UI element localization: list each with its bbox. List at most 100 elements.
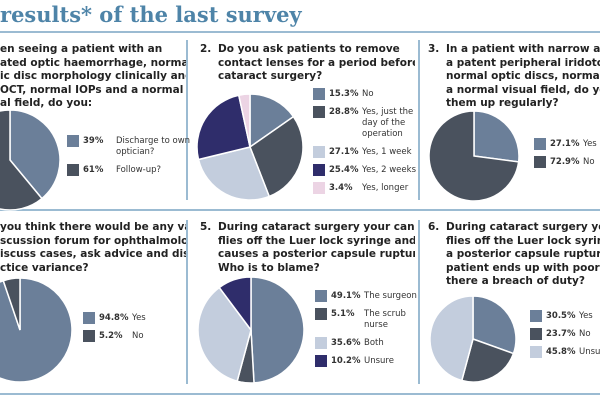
pie-slice <box>9 109 61 200</box>
question-line: patient ends up with poor vision <box>428 262 600 276</box>
question-line-text: ic disc morphology clinically and <box>0 70 186 83</box>
question-line-text: there a breach of duty? <box>446 275 585 288</box>
legend-percent: 27.1% <box>329 147 359 157</box>
legend-swatch <box>530 346 542 358</box>
legend-percent: 61% <box>83 165 104 175</box>
legend-percent: 45.8% <box>546 347 576 357</box>
divider <box>0 31 600 33</box>
legend-percent: 15.3% <box>329 89 359 99</box>
question-line: a patent peripheral iridotomy wi <box>428 57 600 71</box>
question-line: en seeing a patient with an <box>0 43 186 57</box>
legend-item: 94.8% Yes <box>83 312 146 324</box>
divider <box>418 40 420 200</box>
legend-swatch <box>67 135 79 147</box>
question-line-text: normal optic discs, normal IOPs a <box>446 70 600 83</box>
pie-slice <box>218 276 252 333</box>
legend-item: 39% Discharge to own optician? <box>67 135 196 158</box>
pie-slice <box>237 93 251 148</box>
legend-percent: 3.4% <box>329 183 353 193</box>
question-line: flies off the Luer lock syringe and <box>200 235 415 249</box>
page-title: results* of the last survey <box>0 2 302 27</box>
legend-label: Discharge to own optician? <box>116 136 191 157</box>
legend-label: The scrub nurse <box>364 309 406 330</box>
legend-item: 27.1% Yes <box>534 138 597 150</box>
legend-percent: 39% <box>83 136 104 146</box>
legend-item: 5.1% The scrub nurse <box>315 308 424 331</box>
legend-swatch <box>313 146 325 158</box>
legend-item: 45.8%Unsure <box>530 346 600 358</box>
question-line-text: cataract surgery? <box>218 70 323 83</box>
legend-swatch <box>313 88 325 100</box>
legend-swatch <box>315 290 327 302</box>
legend-swatch <box>534 156 546 168</box>
pie-slice <box>0 277 73 383</box>
divider <box>0 393 600 395</box>
pie-slice <box>249 93 295 149</box>
legend-swatch <box>313 164 325 176</box>
question-line-text: Do you ask patients to remove <box>218 43 400 55</box>
question-line: you think there would be any value in <box>0 221 186 235</box>
legend: 39% Discharge to own optician? 61% Follow-u… <box>67 135 196 182</box>
legend-percent: 5.2% <box>99 331 123 341</box>
question-line: 6. During cataract surgery your can <box>428 221 600 235</box>
legend-item: 10.2% Unsure <box>315 355 424 367</box>
legend-percent: 25.4% <box>329 165 359 175</box>
legend-item: 23.7% No <box>530 328 600 340</box>
question-line-text: patient ends up with poor vision <box>446 261 600 274</box>
question-line: al field, do you: <box>0 97 186 111</box>
question-line: a normal visual field, do you follo <box>428 84 600 98</box>
question-line: cataract surgery? <box>200 70 415 84</box>
question-line-text: a posterior capsule rupture and t <box>446 248 600 261</box>
legend-item: 15.3% No <box>313 88 422 100</box>
pie-slice <box>473 110 520 163</box>
legend-item: 72.9% No <box>534 156 597 168</box>
question-line-text: OCT, normal IOPs and a normal <box>0 83 184 96</box>
legend-label: Yes, just the day of the operation <box>362 107 414 139</box>
pie-slice <box>0 109 43 211</box>
legend-item: 61% Follow-up? <box>67 164 196 176</box>
question-line-text: contact lenses for a period before <box>218 56 415 69</box>
legend-percent: 27.1% <box>550 139 580 149</box>
question-line: OCT, normal IOPs and a normal <box>0 84 186 98</box>
question-line-text: In a patient with narrow angles a <box>446 43 600 55</box>
pie-slice <box>197 286 252 383</box>
question-number: 5. <box>200 221 212 233</box>
question-line: normal optic discs, normal IOPs a <box>428 70 600 84</box>
legend-item: 30.5% Yes <box>530 310 600 322</box>
question-line: scussion forum for ophthalmologists <box>0 235 186 249</box>
question-line-text: a patent peripheral iridotomy wi <box>446 56 600 69</box>
question-line: causes a posterior capsule rupture. <box>200 248 415 262</box>
question-line: 5. During cataract surgery your cannula <box>200 221 415 235</box>
question-line: a posterior capsule rupture and t <box>428 248 600 262</box>
legend-label: Unsure <box>364 356 394 366</box>
legend-label: No <box>583 157 595 167</box>
legend-percent: 30.5% <box>546 311 576 321</box>
question-text: en seeing a patient with an ated optic ha… <box>0 43 186 111</box>
legend-percent: 49.1% <box>331 291 361 301</box>
legend-label: Yes <box>583 139 597 149</box>
legend-item: 49.1% The surgeon <box>315 290 424 302</box>
legend-label: Follow-up? <box>116 165 162 175</box>
question-line-text: al field, do you: <box>0 97 93 110</box>
legend-percent: 72.9% <box>550 157 580 167</box>
pie-slice <box>249 115 304 198</box>
question-line-text: flies off the Luer lock syringe and <box>446 234 600 247</box>
question-text: you think there would be any value inscu… <box>0 221 186 275</box>
legend-swatch <box>83 330 95 342</box>
legend-swatch <box>315 308 327 320</box>
legend-item: 3.4% Yes, longer <box>313 182 422 194</box>
question-text: 6. During cataract surgery your canflies … <box>428 221 600 289</box>
question-text: 3. In a patient with narrow angles aa pat… <box>428 43 600 111</box>
legend-percent: 94.8% <box>99 313 129 323</box>
legend: 49.1% The surgeon 5.1% The scrub nurse 35.6%… <box>315 290 424 373</box>
question-line: there a breach of duty? <box>428 275 600 289</box>
legend-label: No <box>579 329 591 339</box>
question-line: ctice variance? <box>0 262 186 276</box>
pie-slice <box>429 295 474 382</box>
legend-percent: 23.7% <box>546 329 576 339</box>
legend: 27.1% Yes 72.9% No <box>534 138 597 174</box>
question-line-text: During cataract surgery your cannula <box>218 221 415 233</box>
question-number: 6. <box>428 221 440 233</box>
legend-swatch <box>83 312 95 324</box>
question-line-text: ated optic haemorrhage, normal <box>0 56 186 69</box>
